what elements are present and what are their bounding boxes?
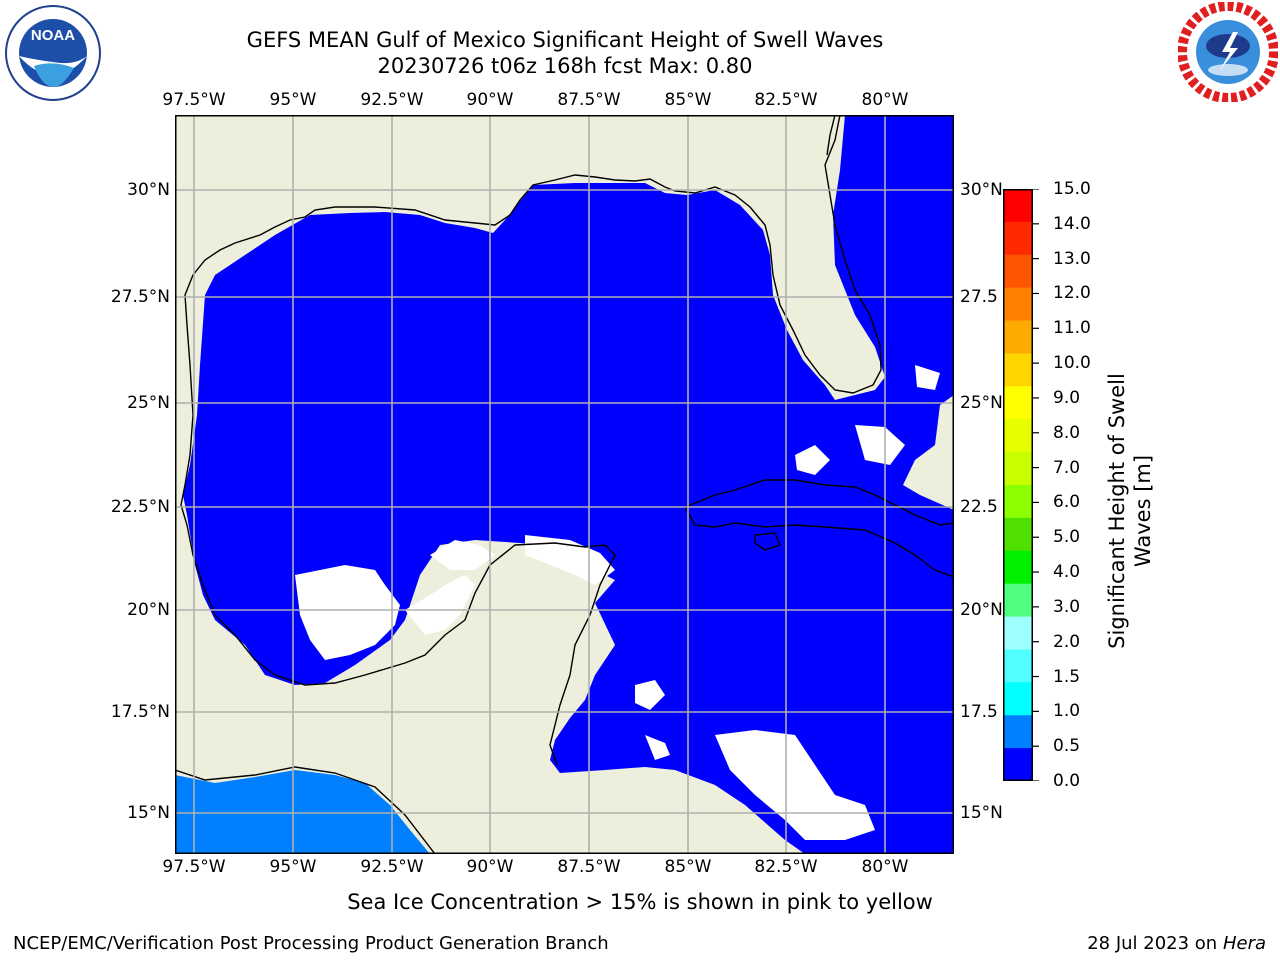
colorbar-tick-label: 12.0 <box>1053 283 1091 304</box>
lat-label-left: 27.5°N <box>110 287 170 307</box>
lat-label-right: 15°N <box>960 803 1003 823</box>
colorbar-tick-label: 1.5 <box>1053 666 1081 687</box>
colorbar-tick-label: 15.0 <box>1053 179 1091 199</box>
colorbar-title-line2: Waves [m] <box>1131 454 1155 568</box>
lon-label-top: 97.5°W <box>162 90 226 110</box>
nws-logo <box>1178 2 1278 102</box>
lat-label-left: 17.5°N <box>110 702 170 722</box>
colorbar-tick-label: 0.5 <box>1053 736 1081 757</box>
colorbar-segment <box>1003 682 1033 716</box>
colorbar-segment <box>1003 715 1033 749</box>
footer-date: 28 Jul 2023 on Hera <box>1087 933 1266 954</box>
chart-subtitle: 20230726 t06z 168h fcst Max: 0.80 <box>377 54 753 78</box>
colorbar-segment <box>1003 517 1033 552</box>
lat-label-right: 20°N <box>960 600 1003 620</box>
colorbar-segment <box>1003 550 1033 585</box>
lon-label-bottom: 92.5°W <box>360 857 424 877</box>
colorbar-tick-label: 8.0 <box>1053 422 1081 443</box>
lat-label-right: 25°N <box>960 393 1003 413</box>
colorbar-segment <box>1003 583 1033 618</box>
colorbar <box>1003 189 1039 781</box>
lat-label-left: 30°N <box>127 180 170 200</box>
lon-label-top: 90°W <box>466 90 514 110</box>
ocean-swell-region <box>183 115 954 854</box>
colorbar-segment <box>1003 189 1033 223</box>
colorbar-tick-label: 5.0 <box>1053 527 1081 548</box>
colorbar-tick-label: 11.0 <box>1053 318 1091 339</box>
no-data-patches <box>295 365 940 840</box>
lon-label-bottom: 90°W <box>466 857 514 877</box>
colorbar-segment <box>1003 386 1033 420</box>
pacific-swell-region <box>175 770 430 854</box>
lon-label-bottom: 82.5°W <box>754 857 818 877</box>
footer-date-text: 28 Jul 2023 on <box>1087 933 1223 954</box>
lon-label-bottom: 97.5°W <box>162 857 226 877</box>
lon-label-top: 92.5°W <box>360 90 424 110</box>
colorbar-segment <box>1003 254 1033 289</box>
colorbar-title: Significant Height of Swell Waves [m] <box>1104 331 1156 691</box>
colorbar-segment <box>1003 320 1033 354</box>
lat-label-right: 17.5 <box>960 702 998 722</box>
sea-ice-note-text: Sea Ice Concentration > 15% is shown in … <box>347 890 933 914</box>
colorbar-tick-label: 2.0 <box>1053 631 1081 652</box>
noaa-logo-text: NOAA <box>31 27 75 44</box>
lat-label-left: 22.5°N <box>110 497 170 517</box>
lat-label-left: 15°N <box>127 803 170 823</box>
colorbar-frame <box>1003 189 1033 781</box>
colorbar-segment <box>1003 485 1033 519</box>
colorbar-tick-label: 4.0 <box>1053 562 1081 583</box>
colorbar-segment <box>1003 616 1033 650</box>
colorbar-tick-label: 7.0 <box>1053 457 1081 478</box>
footer-host: Hera <box>1222 933 1266 954</box>
colorbar-tick-label: 10.0 <box>1053 353 1091 374</box>
colorbar-tick-label: 9.0 <box>1053 387 1081 408</box>
colorbar-segment <box>1003 452 1033 486</box>
colorbar-segment <box>1003 353 1033 387</box>
lon-label-top: 80°W <box>861 90 909 110</box>
noaa-logo: NOAA <box>5 5 101 101</box>
colorbar-segment <box>1003 649 1033 683</box>
lon-label-bottom: 85°W <box>664 857 712 877</box>
colorbar-tick-label: 6.0 <box>1053 492 1081 513</box>
lon-label-top: 82.5°W <box>754 90 818 110</box>
gulf-map <box>175 115 954 854</box>
lon-label-bottom: 87.5°W <box>557 857 621 877</box>
colorbar-segment <box>1003 748 1033 781</box>
lon-label-top: 87.5°W <box>557 90 621 110</box>
colorbar-title-line1: Significant Height of Swell <box>1105 373 1129 649</box>
lat-label-right: 27.5 <box>960 287 998 307</box>
graticule <box>175 115 954 854</box>
lon-label-top: 95°W <box>269 90 317 110</box>
lat-label-right: 22.5 <box>960 497 998 517</box>
lon-label-top: 85°W <box>664 90 712 110</box>
colorbar-segment <box>1003 287 1033 322</box>
lat-label-left: 25°N <box>127 393 170 413</box>
sea-ice-note: Sea Ice Concentration > 15% is shown in … <box>0 890 1280 914</box>
chart-title: GEFS MEAN Gulf of Mexico Significant Hei… <box>246 28 884 52</box>
colorbar-tick-label: 13.0 <box>1053 248 1091 269</box>
colorbar-segment <box>1003 221 1033 256</box>
colorbar-tick-label: 1.0 <box>1053 701 1081 722</box>
lon-label-bottom: 80°W <box>861 857 909 877</box>
colorbar-tick-label: 3.0 <box>1053 596 1081 617</box>
lat-label-right: 30°N <box>960 180 1003 200</box>
map-frame <box>175 115 954 854</box>
coastlines <box>175 115 954 854</box>
colorbar-tick-label: 14.0 <box>1053 213 1091 234</box>
footer-credit: NCEP/EMC/Verification Post Processing Pr… <box>13 933 609 954</box>
lat-label-left: 20°N <box>127 600 170 620</box>
colorbar-segment <box>1003 419 1033 453</box>
colorbar-tick-label: 0.0 <box>1053 771 1081 791</box>
lon-label-bottom: 95°W <box>269 857 317 877</box>
